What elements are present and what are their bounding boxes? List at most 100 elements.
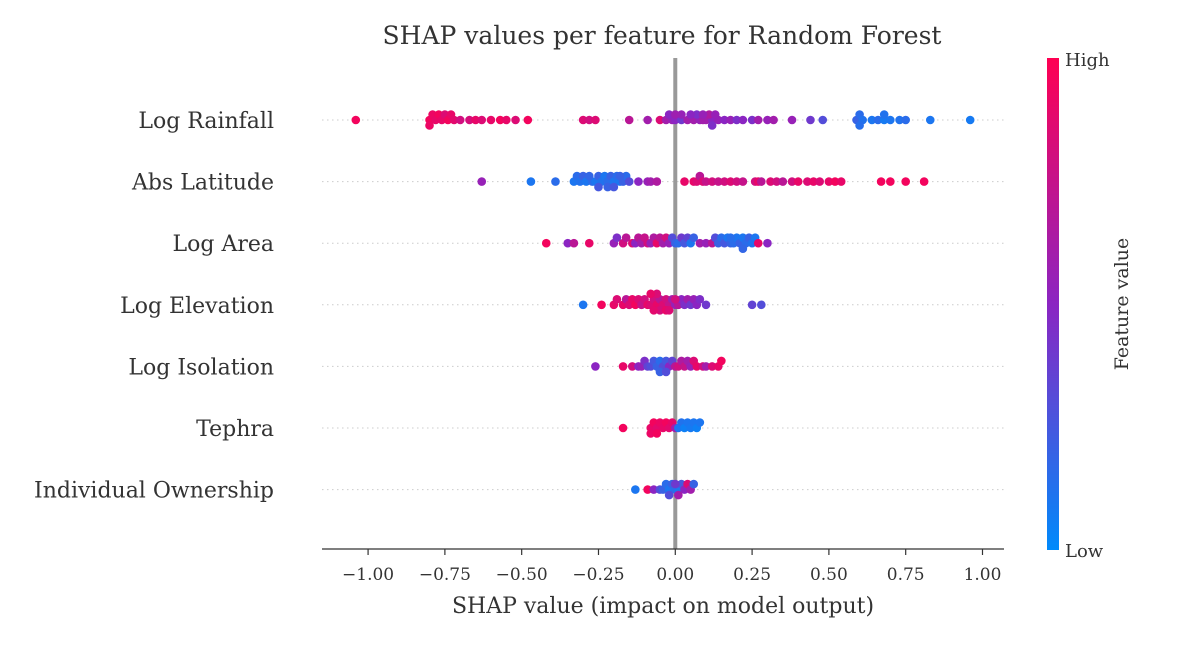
data-point bbox=[624, 177, 634, 186]
data-point bbox=[747, 300, 757, 310]
data-point bbox=[652, 289, 662, 299]
data-point bbox=[895, 115, 904, 125]
data-point bbox=[502, 115, 511, 125]
data-point bbox=[695, 295, 705, 304]
x-tick-label: 1.00 bbox=[964, 565, 1002, 585]
data-point bbox=[689, 233, 699, 242]
colorbar-low-label: Low bbox=[1065, 541, 1104, 562]
data-point bbox=[701, 300, 711, 310]
data-point bbox=[824, 177, 834, 186]
data-point bbox=[646, 289, 656, 299]
data-point bbox=[612, 233, 622, 242]
chart-title: SHAP values per feature for Random Fores… bbox=[383, 21, 942, 50]
data-point bbox=[670, 479, 680, 489]
data-point bbox=[477, 115, 487, 125]
data-point bbox=[701, 238, 711, 248]
data-point bbox=[726, 233, 735, 242]
data-point bbox=[686, 110, 695, 119]
feature-label: Log Area bbox=[173, 232, 274, 257]
data-point bbox=[763, 238, 772, 248]
data-point bbox=[710, 110, 720, 119]
data-point bbox=[720, 177, 729, 186]
data-point bbox=[809, 177, 818, 186]
data-point bbox=[631, 485, 640, 494]
data-point bbox=[738, 244, 748, 253]
data-point bbox=[664, 110, 674, 119]
data-point bbox=[815, 177, 824, 186]
feature-label: Log Isolation bbox=[128, 355, 274, 380]
data-point bbox=[655, 306, 665, 315]
data-point bbox=[766, 177, 775, 186]
data-point bbox=[689, 479, 699, 489]
x-tick-label: −0.25 bbox=[572, 565, 624, 585]
data-point bbox=[465, 115, 474, 125]
data-point bbox=[787, 115, 797, 125]
data-point bbox=[747, 115, 757, 125]
data-point bbox=[646, 429, 656, 438]
colorbar-high-label: High bbox=[1065, 50, 1110, 71]
data-point bbox=[704, 110, 714, 119]
data-point bbox=[526, 177, 536, 186]
data-point bbox=[655, 367, 665, 377]
feature-label: Individual Ownership bbox=[34, 479, 274, 504]
data-point bbox=[578, 115, 588, 125]
data-point bbox=[695, 238, 705, 248]
data-point bbox=[594, 182, 603, 192]
data-point bbox=[618, 423, 628, 433]
data-point bbox=[695, 418, 705, 427]
data-point bbox=[901, 115, 910, 125]
data-point bbox=[738, 177, 748, 186]
data-point bbox=[569, 238, 579, 248]
data-point bbox=[707, 177, 717, 186]
data-point bbox=[793, 177, 803, 186]
data-point bbox=[612, 295, 622, 304]
x-axis-label: SHAP value (impact on model output) bbox=[452, 594, 874, 619]
data-point bbox=[597, 300, 606, 310]
data-point bbox=[624, 115, 634, 125]
feature-label: Log Elevation bbox=[120, 294, 274, 319]
data-point bbox=[652, 429, 662, 438]
data-point bbox=[873, 115, 883, 125]
data-point bbox=[661, 367, 671, 377]
feature-label: Abs Latitude bbox=[131, 171, 274, 196]
data-point bbox=[919, 177, 929, 186]
data-point bbox=[701, 177, 711, 186]
data-point bbox=[591, 362, 600, 371]
data-point bbox=[523, 115, 533, 125]
data-point bbox=[655, 115, 665, 125]
feature-labels: Log Rainfall Abs Latitude Log Area Log Elev… bbox=[34, 109, 274, 504]
x-tick-label: −0.50 bbox=[496, 565, 548, 585]
data-point bbox=[707, 121, 717, 130]
data-point bbox=[643, 485, 652, 494]
data-point bbox=[584, 238, 594, 248]
data-point bbox=[717, 356, 726, 366]
data-point bbox=[621, 233, 631, 242]
colorbar-title: Feature value bbox=[1111, 238, 1133, 371]
data-point bbox=[425, 121, 434, 130]
data-point bbox=[772, 177, 781, 186]
x-tick-label: 0.50 bbox=[810, 565, 848, 585]
data-point bbox=[713, 177, 723, 186]
data-point bbox=[477, 177, 487, 186]
data-point bbox=[646, 177, 656, 186]
x-tick-label: −1.00 bbox=[342, 565, 394, 585]
data-point bbox=[701, 362, 711, 371]
data-point bbox=[664, 306, 674, 315]
data-point bbox=[732, 115, 742, 125]
data-point bbox=[670, 295, 680, 304]
data-point bbox=[495, 115, 505, 125]
data-point bbox=[615, 171, 625, 181]
data-point bbox=[584, 171, 594, 181]
feature-label: Log Rainfall bbox=[138, 109, 274, 134]
data-point bbox=[803, 177, 812, 186]
data-point bbox=[351, 115, 361, 125]
data-point bbox=[818, 115, 828, 125]
data-point bbox=[551, 177, 560, 186]
data-point bbox=[603, 182, 613, 192]
data-point bbox=[732, 177, 742, 186]
x-tick-label: 0.00 bbox=[656, 565, 694, 585]
data-point bbox=[901, 177, 910, 186]
data-point bbox=[591, 115, 600, 125]
data-point bbox=[806, 115, 815, 125]
